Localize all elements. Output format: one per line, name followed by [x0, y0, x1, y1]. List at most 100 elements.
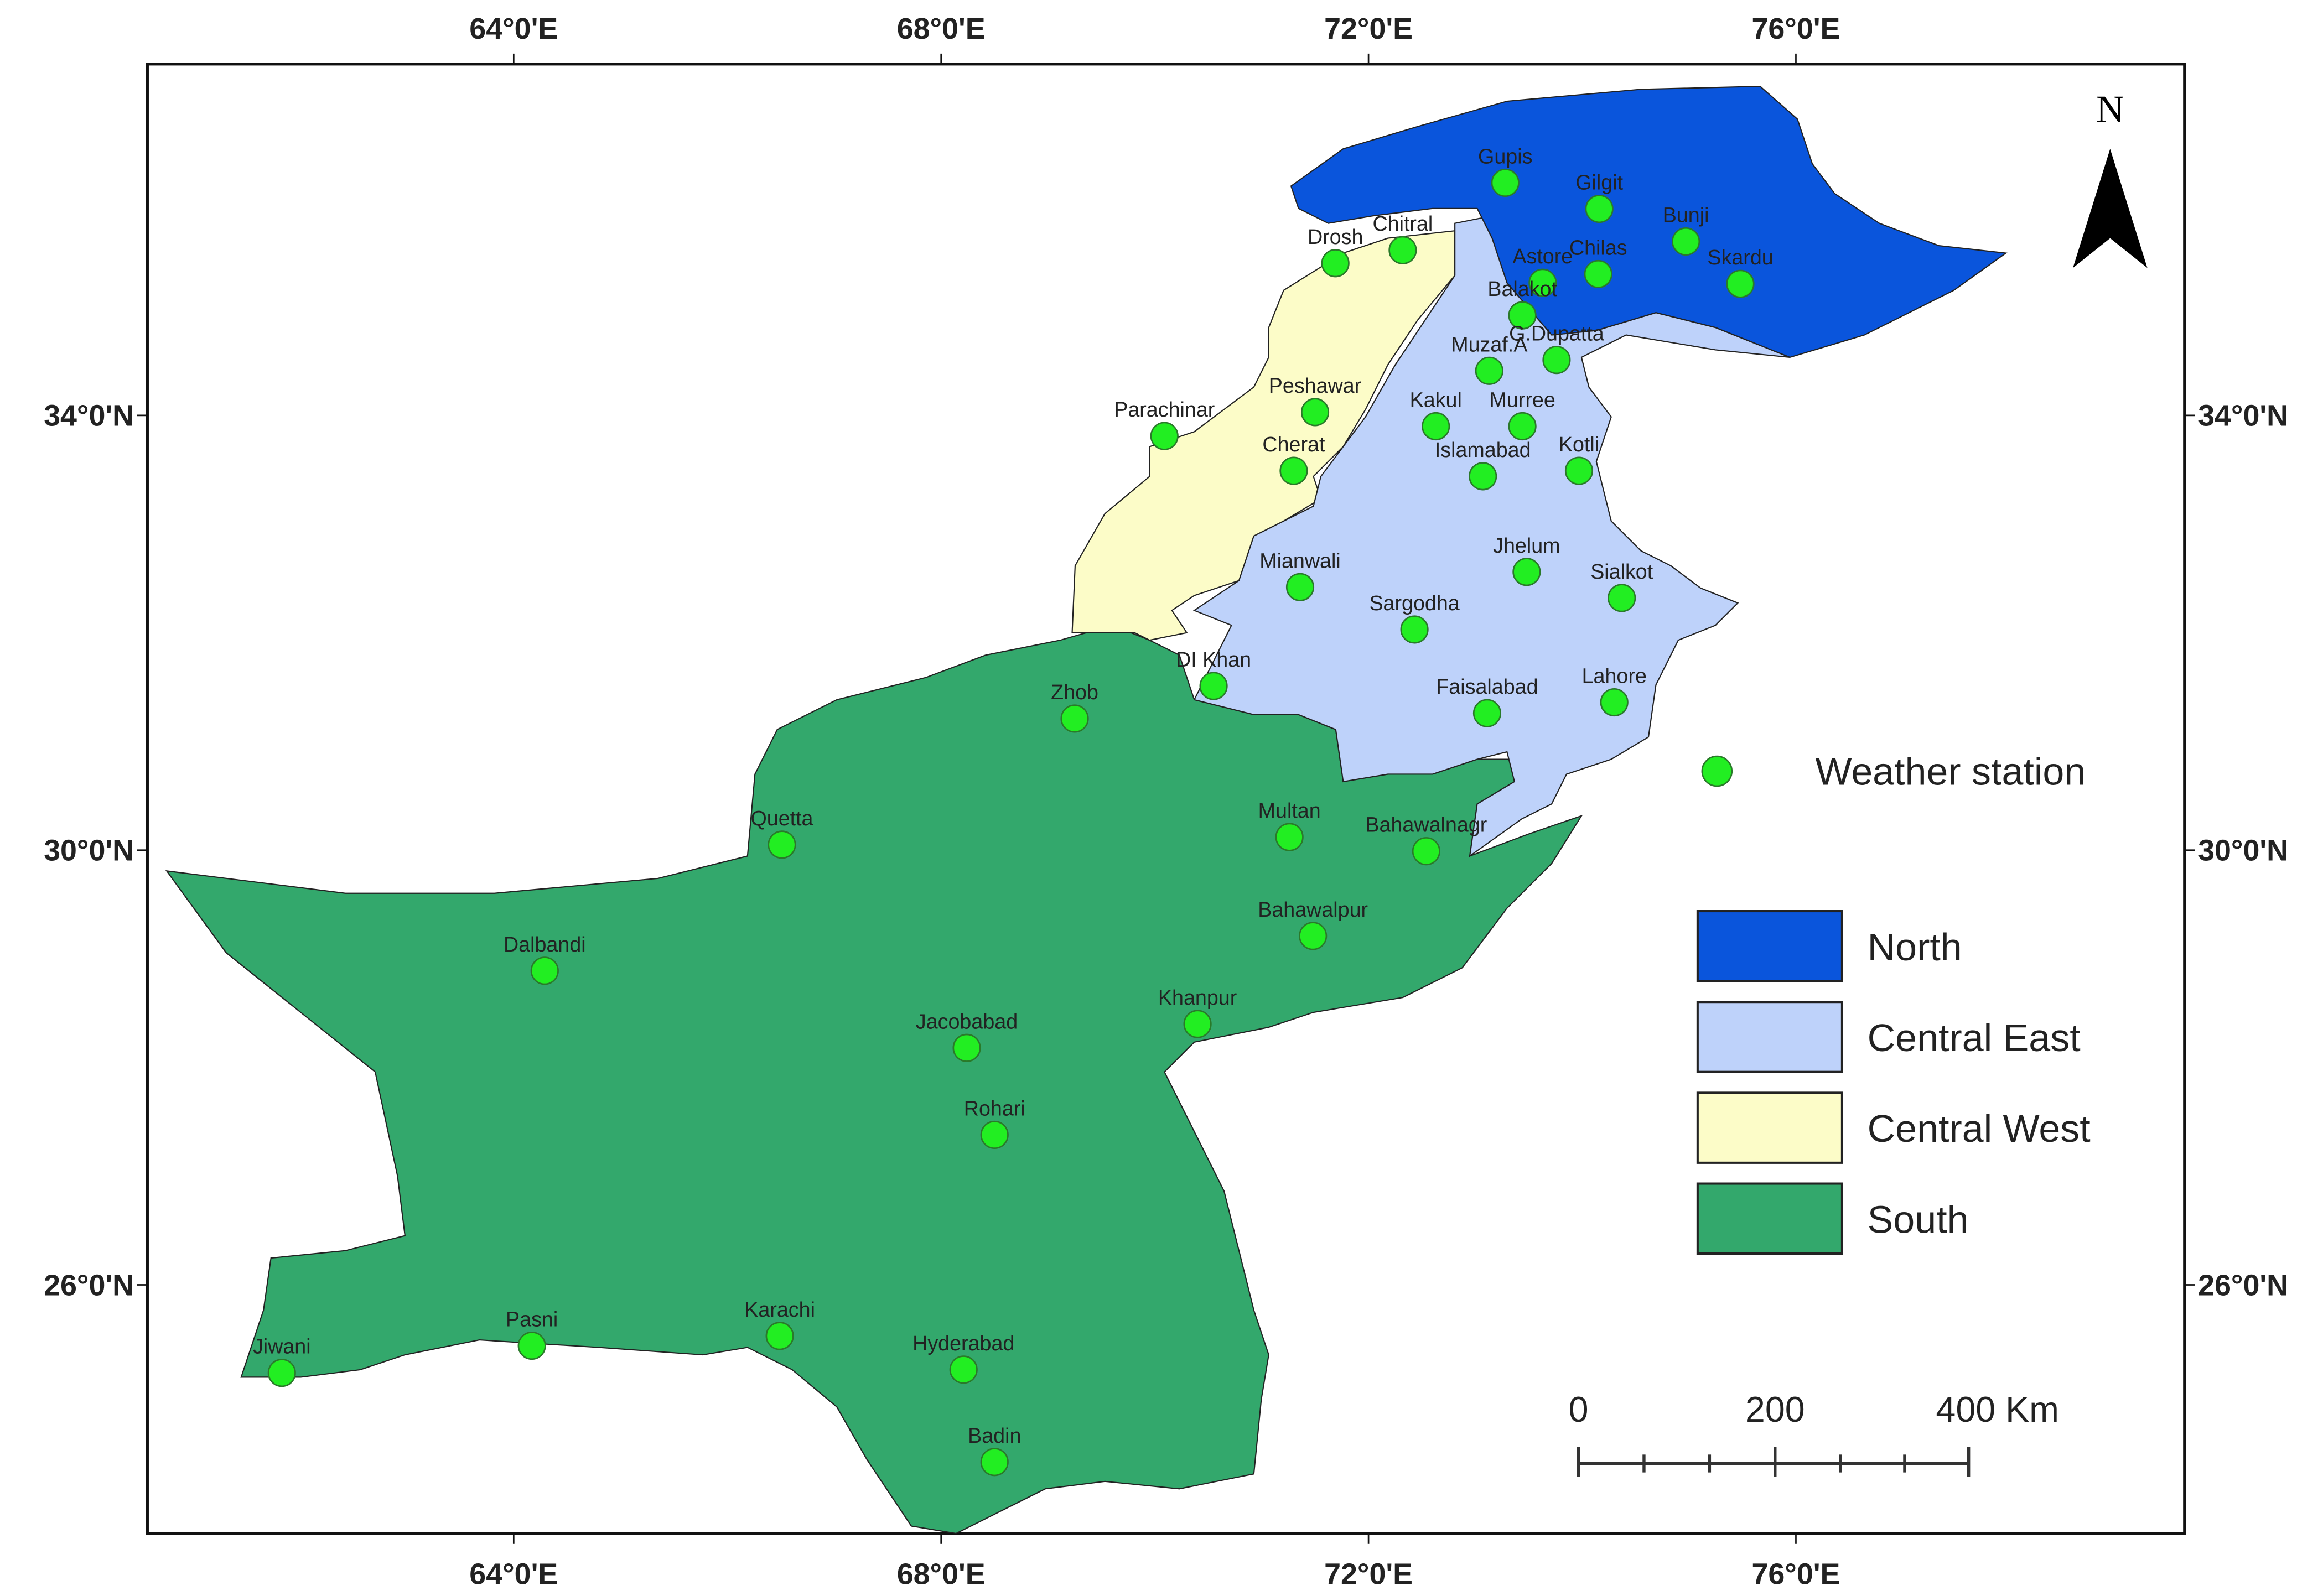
scale-label: 400 Km [1936, 1390, 2059, 1429]
region-north [1290, 86, 2008, 358]
weather-station [1600, 688, 1629, 717]
lat-tick-label: 30°0'N [44, 834, 134, 867]
weather-station [1726, 269, 1755, 298]
station-label: Bahawalpur [1258, 898, 1368, 921]
weather-station [1469, 462, 1497, 491]
station-label: G.Dupatta [1509, 322, 1604, 345]
weather-station [1285, 573, 1315, 601]
station-label: Zhob [1051, 680, 1098, 704]
legend-station-marker [1701, 755, 1733, 787]
lat-tick-label: 34°0'N [2198, 399, 2288, 433]
weather-station [530, 956, 559, 985]
weather-station [1400, 615, 1429, 644]
station-label: Murree [1489, 388, 1555, 412]
station-label: Hyderabad [912, 1332, 1014, 1355]
station-label: Badin [968, 1424, 1021, 1447]
station-label: Gilgit [1575, 171, 1623, 194]
weather-station [765, 1322, 794, 1350]
station-label: Mianwali [1259, 549, 1341, 572]
weather-station [952, 1033, 981, 1062]
legend-swatch [1696, 1001, 1843, 1073]
lon-tick-label: 64°0'E [469, 12, 558, 45]
station-label: Bahawalnagr [1365, 813, 1487, 836]
lat-tick-label: 26°0'N [44, 1269, 134, 1302]
lat-tick-label: 30°0'N [2198, 834, 2288, 867]
north-label: N [2096, 89, 2124, 131]
station-label: Balakot [1487, 277, 1557, 300]
station-label: Skardu [1707, 246, 1773, 269]
weather-station [1508, 412, 1537, 441]
legend-swatch [1696, 910, 1843, 982]
station-label: Sialkot [1590, 560, 1653, 583]
lon-tick-label: 76°0'E [1751, 1557, 1840, 1590]
station-label: Pasni [506, 1308, 558, 1331]
weather-station [1300, 398, 1330, 427]
scale-label: 0 [1569, 1390, 1589, 1429]
weather-station [1472, 699, 1501, 727]
station-label: Chitral [1372, 212, 1433, 235]
weather-station [1412, 837, 1440, 866]
legend-swatch [1696, 1182, 1843, 1255]
station-label: Parachinar [1114, 398, 1215, 421]
lon-tick-label: 68°0'E [897, 1557, 986, 1590]
station-label: Dalbandi [504, 933, 586, 956]
lon-tick-label: 64°0'E [469, 1557, 558, 1590]
weather-station [1060, 704, 1089, 733]
weather-station [1672, 227, 1700, 256]
legend-label: South [1868, 1198, 1969, 1241]
weather-station [1199, 672, 1228, 700]
station-label: Quetta [750, 807, 813, 830]
weather-station [1275, 823, 1304, 851]
north-arrow [2073, 149, 2148, 268]
station-label: Gupis [1478, 144, 1532, 168]
weather-station [1564, 456, 1594, 485]
station-label: Lahore [1582, 664, 1647, 688]
station-label: Drosh [1308, 225, 1363, 248]
station-label: Karachi [744, 1298, 815, 1321]
weather-station [768, 830, 796, 859]
region-central-east [1192, 215, 1791, 857]
weather-station [1279, 456, 1308, 485]
weather-station [1512, 558, 1541, 586]
legend-swatch [1696, 1091, 1843, 1164]
weather-station [1422, 412, 1450, 441]
station-label: Rohari [964, 1096, 1025, 1120]
legend-label: North [1868, 926, 1962, 969]
weather-station [1542, 346, 1571, 375]
weather-station [949, 1355, 978, 1384]
station-label: Multan [1258, 799, 1321, 822]
lon-tick-label: 68°0'E [897, 12, 986, 45]
station-label: Cherat [1262, 433, 1325, 456]
legend-label: Central West [1868, 1107, 2091, 1150]
weather-station [1585, 195, 1614, 223]
station-label: Chilas [1569, 236, 1627, 259]
station-label: Jiwani [253, 1335, 311, 1358]
weather-station [1321, 249, 1350, 278]
station-label: Bunji [1663, 204, 1709, 227]
lat-tick-label: 34°0'N [44, 399, 134, 433]
weather-station [980, 1448, 1009, 1477]
weather-station [1388, 236, 1417, 264]
lon-tick-label: 72°0'E [1324, 1557, 1413, 1590]
weather-station [1528, 268, 1557, 297]
station-label: Peshawar [1269, 374, 1361, 397]
station-label: Khanpur [1158, 986, 1237, 1009]
weather-station [517, 1331, 546, 1360]
station-label: Jacobabad [916, 1010, 1018, 1033]
weather-station [1584, 259, 1612, 289]
station-label: Faisalabad [1436, 675, 1538, 698]
station-label: Jhelum [1493, 534, 1560, 557]
lat-tick-label: 26°0'N [2198, 1269, 2288, 1302]
scale-bar [1577, 1447, 1971, 1477]
station-label: DI Khan [1176, 648, 1251, 671]
station-label: Astore [1512, 245, 1573, 268]
lon-tick-label: 72°0'E [1324, 12, 1413, 45]
weather-station [1608, 584, 1636, 612]
station-label: Sargodha [1369, 591, 1459, 615]
legend-station-label: Weather station [1815, 750, 2086, 793]
station-label: Kakul [1410, 388, 1462, 412]
weather-station [1150, 422, 1179, 450]
station-label: Muzaf.A [1451, 332, 1528, 356]
weather-station [980, 1120, 1009, 1149]
